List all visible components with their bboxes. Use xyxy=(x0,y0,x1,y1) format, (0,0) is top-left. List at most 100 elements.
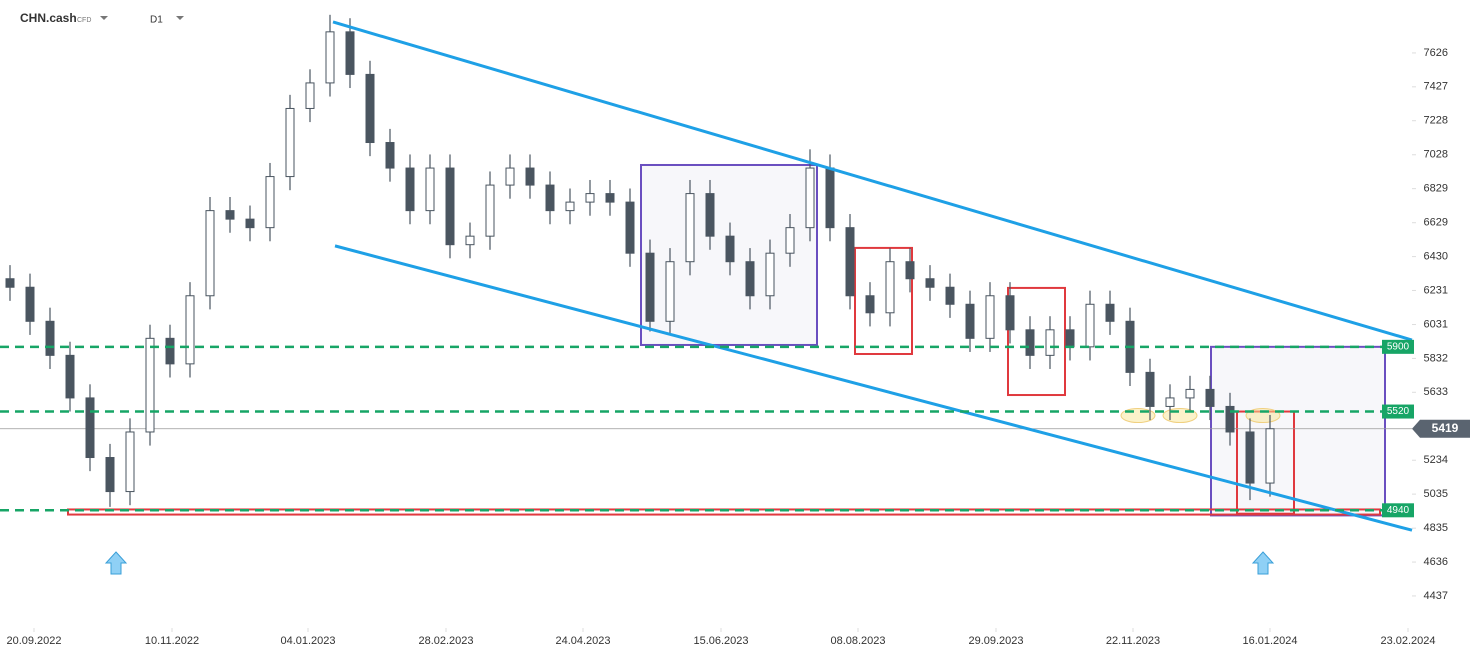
y-tick-label: 5633 xyxy=(1424,386,1448,398)
y-tick-label: 5832 xyxy=(1424,352,1448,364)
candle-body xyxy=(625,201,635,254)
candle-body xyxy=(245,218,255,229)
x-tick-label: 29.09.2023 xyxy=(968,635,1023,647)
y-tick-label: 6829 xyxy=(1424,183,1448,195)
candle-body xyxy=(825,167,835,229)
candle-body xyxy=(945,286,955,305)
y-tick-label: 5035 xyxy=(1424,488,1448,500)
candle-body xyxy=(205,210,215,297)
annotation-box xyxy=(854,246,913,355)
y-tick-label: 7228 xyxy=(1424,115,1448,127)
candle-body xyxy=(845,227,855,297)
candle-body xyxy=(1005,295,1015,331)
candle-body xyxy=(1185,388,1195,399)
annotation-box xyxy=(1007,286,1066,397)
candle-body xyxy=(605,193,615,203)
y-tick-label: 6629 xyxy=(1424,217,1448,229)
y-tick-label: 6231 xyxy=(1424,284,1448,296)
candle-body xyxy=(485,184,495,237)
symbol[interactable]: CHN.cash xyxy=(20,11,77,25)
candle-body xyxy=(1165,397,1175,407)
x-tick-label: 10.11.2022 xyxy=(145,635,199,647)
candle-body xyxy=(785,227,795,254)
last-price-tag xyxy=(1412,419,1470,438)
candle-body xyxy=(705,193,715,237)
candle-body xyxy=(545,184,555,212)
candle-body xyxy=(805,167,815,229)
dropdown[interactable] xyxy=(100,16,108,20)
dropdown[interactable] xyxy=(176,16,184,20)
level-tag xyxy=(1382,503,1414,518)
candle-body xyxy=(1025,329,1035,356)
candle-body xyxy=(1245,431,1255,484)
y-tick-label: 6430 xyxy=(1424,251,1448,263)
candle-body xyxy=(1145,371,1155,407)
x-tick-label: 16.01.2024 xyxy=(1242,635,1297,647)
x-tick-label: 08.08.2023 xyxy=(830,635,885,647)
x-tick-label: 24.04.2023 xyxy=(555,635,610,647)
candle-body xyxy=(525,167,535,186)
candle-body xyxy=(425,167,435,212)
channel-line xyxy=(334,244,1413,532)
channel-line xyxy=(332,20,1413,342)
x-tick-label: 20.09.2022 xyxy=(6,635,61,647)
candle-body xyxy=(765,252,775,297)
candle-body xyxy=(965,303,975,339)
candle-body xyxy=(45,320,55,356)
candle-body xyxy=(25,286,35,322)
candle-body xyxy=(665,261,675,322)
candle-body xyxy=(565,201,575,212)
candle-body xyxy=(905,261,915,280)
candle-body xyxy=(345,31,355,75)
candle-body xyxy=(125,431,135,493)
level-label: 4940 xyxy=(1387,505,1410,516)
candle-body xyxy=(185,295,195,365)
candle-body xyxy=(85,397,95,459)
y-tick-label: 4437 xyxy=(1424,590,1448,602)
candle-body xyxy=(865,295,875,314)
y-tick-label: 7028 xyxy=(1424,149,1448,161)
candle-body xyxy=(265,176,275,229)
y-tick-label: 6031 xyxy=(1424,318,1448,330)
arrow xyxy=(104,551,128,575)
candle-body xyxy=(225,210,235,220)
interval[interactable]: D1 xyxy=(150,15,163,26)
level-label: 5520 xyxy=(1387,406,1410,417)
x-tick-label: 15.06.2023 xyxy=(693,635,748,647)
x-tick-label: 22.11.2023 xyxy=(1106,635,1160,647)
arrow xyxy=(1251,551,1275,575)
annotation-box xyxy=(1210,345,1386,517)
y-tick-label: 4835 xyxy=(1424,522,1448,534)
level-tag xyxy=(1382,404,1414,419)
candle-body xyxy=(165,337,175,365)
candle-body xyxy=(1265,428,1275,484)
y-tick-label: 7427 xyxy=(1424,81,1448,93)
candle-body xyxy=(1045,329,1055,356)
candle-body xyxy=(465,235,475,246)
candle-body xyxy=(745,261,755,297)
candle-body xyxy=(445,167,455,246)
candle-body xyxy=(65,354,75,399)
level-label: 5900 xyxy=(1387,341,1410,352)
candle-body xyxy=(305,82,315,109)
candle-body xyxy=(5,278,15,288)
y-tick-label: 7626 xyxy=(1424,47,1448,59)
level-tag xyxy=(1382,339,1414,354)
candle-body xyxy=(405,167,415,212)
candle-body xyxy=(925,278,935,288)
candle-body xyxy=(365,73,375,144)
highlight xyxy=(1245,408,1281,424)
candle-body xyxy=(325,31,335,84)
candle-body xyxy=(885,261,895,314)
candle-body xyxy=(1105,303,1115,322)
candle-body xyxy=(985,295,995,339)
candle-body xyxy=(105,457,115,493)
y-tick-label: 5234 xyxy=(1424,454,1448,466)
x-tick-label: 28.02.2023 xyxy=(418,635,473,647)
candle-body xyxy=(1225,405,1235,433)
candle-body xyxy=(1205,388,1215,407)
candle-body xyxy=(685,193,695,263)
candle-body xyxy=(1065,329,1075,348)
candle-body xyxy=(645,252,655,322)
